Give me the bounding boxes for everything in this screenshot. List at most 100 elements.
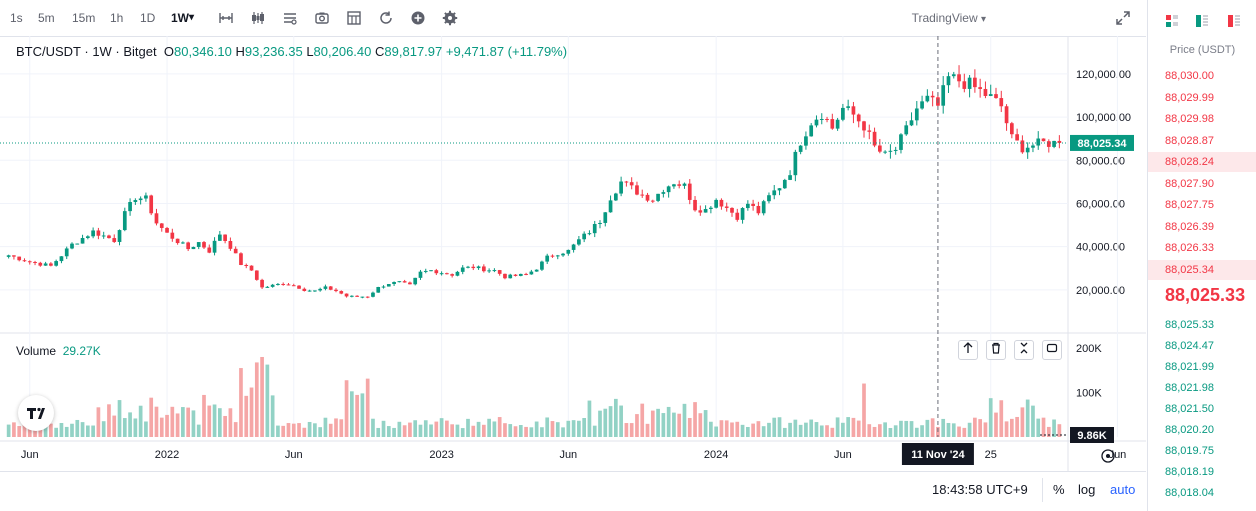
volume-bar [904, 420, 909, 437]
collapse-pane-button[interactable] [1014, 340, 1034, 360]
book-both-icon[interactable] [1165, 14, 1179, 28]
settings-gear-icon[interactable] [442, 10, 458, 26]
book-bids-icon[interactable] [1195, 14, 1209, 28]
tradingview-dropdown-icon: ▾ [980, 14, 986, 25]
volume-bar [117, 400, 122, 437]
bid-price-row[interactable]: 88,018.19 [1165, 466, 1214, 478]
candle-body [788, 175, 792, 180]
price-column-header: Price (USDT) [1169, 44, 1236, 56]
volume-bar [1052, 419, 1056, 437]
ask-price-row[interactable]: 88,028.24 [1148, 152, 1256, 172]
bid-price-row[interactable]: 88,019.75 [1165, 445, 1214, 457]
candle-body [1046, 141, 1051, 147]
timeframe-5m[interactable]: 5m [38, 11, 55, 25]
candle-body [313, 290, 317, 292]
candle-body [122, 211, 127, 231]
bid-price-row[interactable]: 88,018.04 [1165, 487, 1214, 499]
bid-price-row[interactable]: 88,024.47 [1165, 340, 1214, 352]
bid-price-row[interactable]: 88,021.99 [1165, 361, 1214, 373]
ask-price-row[interactable]: 88,025.34 [1148, 259, 1256, 280]
indicators-icon[interactable] [282, 10, 298, 26]
volume-bar [349, 391, 354, 437]
fullscreen-icon[interactable] [1115, 10, 1131, 26]
maximize-pane-button[interactable] [1042, 340, 1062, 360]
log-scale-toggle[interactable]: log [1078, 482, 1096, 497]
percent-scale-toggle[interactable]: % [1053, 482, 1065, 497]
timeframe-1w[interactable]: 1W [171, 11, 189, 25]
bid-price-row[interactable]: 88,021.98 [1165, 382, 1214, 394]
candle-body [450, 274, 455, 276]
candle-body [582, 233, 587, 240]
bid-price-row[interactable]: 88,020.20 [1165, 424, 1214, 436]
ask-price-row[interactable]: 88,026.33 [1165, 242, 1214, 254]
axis-settings-icon-dot [1106, 454, 1110, 458]
tradingview-label: TradingView [911, 11, 978, 25]
ask-price-row[interactable]: 88,029.98 [1165, 113, 1214, 125]
volume-bar [545, 417, 550, 437]
candle-body [587, 233, 592, 235]
ask-price-row[interactable]: 88,027.75 [1165, 199, 1214, 211]
candle-body [761, 201, 766, 214]
candle-body [54, 261, 59, 266]
ask-price-row[interactable]: 88,026.39 [1165, 220, 1214, 233]
tradingview-logo[interactable] [18, 395, 54, 431]
candle-body [508, 274, 513, 279]
volume-bar [798, 424, 803, 437]
book-asks-icon[interactable] [1227, 14, 1241, 28]
volume-bar [524, 426, 528, 437]
tradingview-menu[interactable]: TradingView ▾ [912, 11, 986, 25]
ask-price-row[interactable]: 88,030.00 [1165, 70, 1214, 82]
clock[interactable]: 18:43:58 UTC+9 [932, 482, 1028, 497]
volume-bar [397, 421, 402, 437]
timeframe-1s[interactable]: 1s [10, 11, 23, 25]
ask-price-row[interactable]: 88,028.87 [1165, 134, 1214, 147]
volume-bar [154, 406, 159, 437]
candle-body [297, 285, 301, 289]
candle-body [392, 281, 396, 285]
ask-price-row[interactable]: 88,027.90 [1165, 177, 1214, 190]
candle-body [561, 253, 565, 256]
candle-body [809, 125, 814, 137]
symbol-label[interactable]: BTC/USDT · 1W · Bitget [16, 44, 157, 59]
timeframe-dropdown-icon[interactable]: ▾ [189, 12, 195, 23]
timeframe-15m[interactable]: 15m [72, 11, 96, 25]
candle-body [1009, 123, 1014, 135]
divider [1042, 478, 1043, 502]
volume-bar [867, 424, 872, 437]
candle-body [260, 279, 264, 288]
timeframe-1h[interactable]: 1h [110, 11, 124, 25]
candle-body [323, 286, 328, 289]
volume-bar [371, 418, 375, 437]
candle-body [1031, 145, 1035, 148]
move-pane-up-button[interactable] [958, 340, 978, 360]
volume-bar [12, 422, 16, 437]
candle-body [328, 286, 333, 290]
volume-bar [872, 426, 877, 437]
candle-body [371, 292, 375, 297]
volume-bar [608, 406, 613, 437]
volume-bar [809, 419, 814, 437]
price-chart[interactable]: 20,000.00 40,000.00 60,000.00 80,000.00 100,… [0, 36, 1146, 471]
volume-bar [54, 427, 59, 437]
camera-icon[interactable] [314, 10, 330, 26]
bid-price-row[interactable]: 88,021.50 [1165, 403, 1214, 415]
compare-icon[interactable] [218, 10, 234, 26]
add-icon[interactable] [410, 10, 426, 26]
candle-body [1004, 106, 1009, 124]
bid-price-row[interactable]: 88,025.33 [1165, 319, 1214, 331]
volume-bar [466, 418, 470, 437]
timeframe-1d[interactable]: 1D [140, 11, 156, 25]
candle-body [244, 264, 249, 266]
candle-body [703, 209, 708, 213]
candle-body [888, 150, 893, 152]
ask-price-row[interactable]: 88,029.99 [1165, 91, 1214, 104]
candle-body [22, 260, 27, 262]
layout-icon[interactable] [346, 10, 362, 26]
candle-type-icon[interactable] [250, 10, 266, 26]
volume-bar [804, 422, 808, 437]
volume-bar [291, 423, 296, 437]
delete-pane-button[interactable] [986, 340, 1006, 360]
auto-scale-toggle[interactable]: auto [1110, 482, 1136, 497]
replay-icon[interactable] [378, 10, 394, 26]
candle-body [307, 290, 312, 292]
